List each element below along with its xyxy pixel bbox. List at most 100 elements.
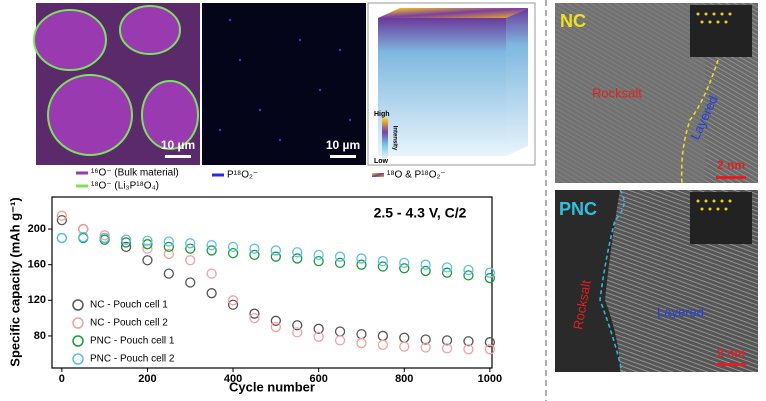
data-point [313, 331, 324, 342]
data-point [399, 341, 410, 352]
data-point [120, 237, 132, 248]
x-tick-label: 600 [309, 373, 327, 385]
data-point [292, 320, 303, 331]
data-point [313, 323, 324, 334]
data-point [484, 272, 496, 284]
data-point [356, 253, 367, 264]
data-point [399, 332, 410, 343]
phase-label: Rocksalt [592, 85, 642, 100]
data-point [206, 245, 217, 256]
scale-bar-label: 2 nm [717, 158, 745, 172]
data-point [463, 336, 474, 347]
colorbar-high: High [374, 111, 390, 118]
legend-marker [72, 317, 84, 329]
data-point [420, 265, 431, 277]
data-point [249, 312, 260, 324]
data-point [163, 268, 174, 279]
data-point [56, 232, 67, 244]
data-point [356, 329, 367, 340]
data-point [227, 295, 239, 306]
data-point [356, 259, 367, 270]
data-point [377, 261, 389, 272]
data-point [441, 335, 453, 346]
data-point [334, 335, 346, 346]
data-point [163, 236, 174, 247]
data-point [227, 299, 239, 310]
data-point [185, 277, 196, 288]
data-point [399, 263, 410, 274]
data-point [120, 234, 132, 245]
data-point [356, 337, 367, 349]
data-point [185, 238, 196, 249]
data-point [99, 230, 110, 241]
tof-legend: ¹⁶O⁻ (Bulk material) ¹⁸O⁻ (Li₃P¹⁸O₄) P¹⁸… [76, 168, 446, 192]
legend-label: NC - Pouch cell 2 [90, 318, 168, 329]
data-point [292, 247, 303, 258]
colorbar-title: Intensity [391, 126, 397, 151]
data-point [334, 251, 346, 262]
data-point [270, 315, 282, 326]
data-point [163, 241, 174, 253]
tof-cube: High Intensity Low [367, 2, 536, 166]
legend-marker [72, 299, 84, 311]
data-point [249, 308, 260, 319]
data-point [142, 235, 153, 246]
x-tick-label: 800 [395, 373, 413, 385]
data-point [206, 239, 217, 251]
data-point [270, 251, 282, 262]
data-point [313, 255, 324, 267]
data-point [142, 243, 153, 254]
x-axis-label: Cycle number [229, 379, 315, 394]
data-point [399, 257, 410, 269]
tof-image-2: 10 µm [202, 3, 366, 165]
y-tick-label: 200 [28, 223, 46, 235]
annotation: 2.5 - 4.3 V, C/2 [374, 205, 467, 221]
panel-label: NC [560, 11, 586, 31]
data-point [313, 249, 324, 261]
tof-image-1: 10 µm [33, 3, 200, 165]
data-point [463, 344, 474, 355]
phase-label: Layered [657, 304, 704, 319]
data-point [484, 337, 496, 348]
data-point [227, 247, 239, 259]
data-point [463, 270, 474, 281]
scale-bar-label: 10 µm [161, 138, 195, 152]
data-point [142, 239, 153, 250]
data-point [99, 232, 110, 244]
data-point [441, 267, 453, 278]
data-point [249, 243, 260, 254]
data-point [270, 321, 282, 333]
tem-pnc: PNC Rocksalt Layered 2 nm [555, 189, 758, 373]
legend-label: ¹⁶O⁻ (Bulk material) [91, 168, 179, 179]
y-axis-label: Specific capacity (mAh g⁻¹) [7, 197, 22, 366]
data-point [334, 326, 346, 337]
data-point [185, 255, 196, 266]
data-point [484, 267, 496, 278]
x-tick-label: 1000 [478, 373, 502, 385]
data-point [270, 245, 282, 256]
y-tick-label: 80 [34, 330, 46, 342]
legend-label: ¹⁸O & P¹⁸O₂⁻ [387, 170, 446, 181]
data-point [377, 330, 389, 342]
data-point [227, 241, 239, 253]
data-point [420, 342, 431, 353]
data-point [78, 231, 89, 243]
data-point [56, 210, 67, 221]
scale-bar-label: 2 nm [717, 346, 745, 360]
x-tick-label: 0 [59, 373, 65, 385]
legend-label: PNC - Pouch cell 1 [90, 336, 175, 347]
legend-label: P¹⁸O₂⁻ [227, 170, 258, 181]
data-point [463, 264, 474, 276]
data-point [206, 268, 217, 279]
data-point [484, 344, 496, 355]
data-point [420, 259, 431, 270]
data-point [163, 248, 174, 260]
data-point [441, 262, 453, 273]
tem-nc: NC Rocksalt Layered 2 nm [555, 3, 758, 184]
data-point [185, 243, 196, 254]
x-tick-label: 200 [138, 373, 156, 385]
legend-label: NC - Pouch cell 1 [90, 300, 168, 311]
data-point [249, 249, 260, 261]
scale-bar-label: 10 µm [326, 138, 360, 152]
